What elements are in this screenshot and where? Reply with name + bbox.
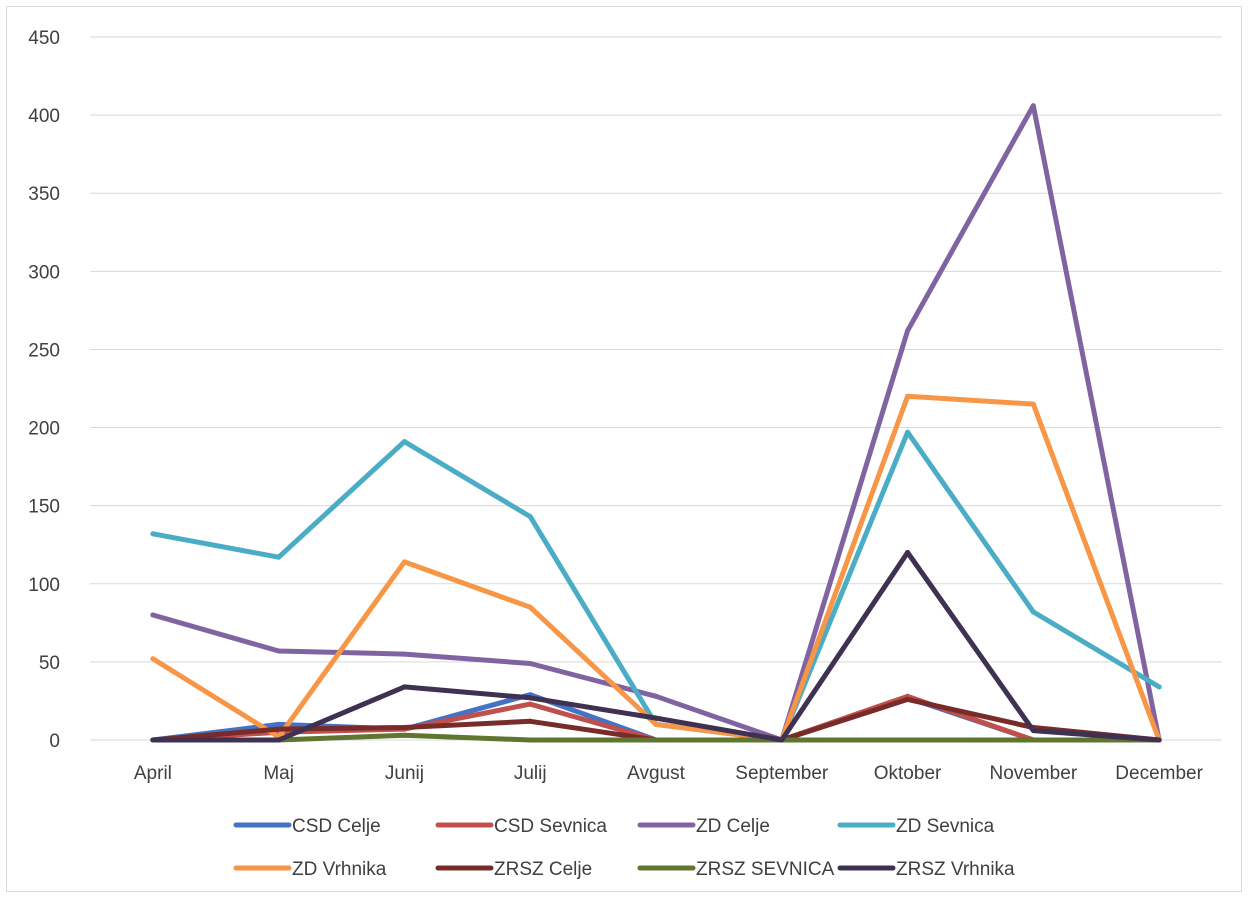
data-point [401,732,407,738]
data-point [276,554,282,560]
x-tick-label: Avgust [627,763,685,784]
legend-label: ZRSZ Celje [494,859,592,880]
y-axis-ticks: 0 50 100 150 200 250 300 350 400 450 [28,28,60,752]
data-point [653,737,659,743]
legend-item: ZD Sevnica [837,816,995,837]
legend-item: ZRSZ Celje [435,859,592,880]
y-tick-label: 50 [39,653,60,674]
data-point [653,721,659,727]
x-axis-ticks: April Maj Junij Julij Avgust September Oktober… [134,763,1204,784]
legend: CSD Celje CSD Sevnica ZD Celje ZD Sevnica ZD… [233,816,1015,880]
series-lines [150,103,1162,743]
data-point [276,726,282,732]
data-point [527,737,533,743]
legend-label: ZRSZ Vrhnika [896,859,1015,880]
legend-label: ZD Celje [696,816,770,837]
data-point [905,429,911,435]
legend-item: ZD Celje [637,816,770,837]
data-point [1030,103,1036,109]
data-point [1030,737,1036,743]
data-point [779,737,785,743]
data-point [905,696,911,702]
series-line [150,393,1162,743]
x-tick-label: November [990,763,1078,784]
data-point [401,651,407,657]
y-tick-label: 300 [28,262,60,283]
x-tick-label: April [134,763,172,784]
data-point [527,660,533,666]
series-line [150,103,1162,743]
y-tick-label: 0 [49,731,60,752]
data-point [527,604,533,610]
series-zrsz-vrhnika [150,550,1162,743]
data-point [401,439,407,445]
legend-item: ZRSZ SEVNICA [637,859,835,880]
legend-item: CSD Celje [233,816,381,837]
data-point [905,737,911,743]
data-point [276,648,282,654]
y-tick-label: 100 [28,575,60,596]
x-tick-label: December [1115,763,1203,784]
legend-label: ZRSZ SEVNICA [696,859,835,880]
legend-item: ZRSZ Vrhnika [837,859,1015,880]
data-point [905,328,911,334]
legend-item: ZD Vrhnika [233,859,387,880]
data-point [527,695,533,701]
legend-label: CSD Celje [292,816,381,837]
data-point [276,721,282,727]
x-tick-label: September [735,763,829,784]
data-point [1156,684,1162,690]
x-tick-label: Julij [514,763,547,784]
series-zd-vrhnika [150,393,1162,743]
data-point [653,693,659,699]
legend-item: CSD Sevnica [435,816,607,837]
legend-label: CSD Sevnica [494,816,607,837]
series-line [150,550,1162,743]
legend-label: ZD Vrhnika [292,859,387,880]
chart-frame [6,6,1242,892]
y-tick-label: 200 [28,419,60,440]
y-tick-label: 400 [28,106,60,127]
data-point [527,514,533,520]
y-tick-label: 250 [28,340,60,361]
data-point [1030,728,1036,734]
y-tick-label: 350 [28,184,60,205]
data-point [905,550,911,556]
data-point [1030,401,1036,407]
x-tick-label: Oktober [874,763,942,784]
y-tick-label: 450 [28,28,60,49]
legend-label: ZD Sevnica [896,816,995,837]
data-point [527,701,533,707]
data-point [150,656,156,662]
series-zd-celje [150,103,1162,743]
gridlines [90,36,1222,741]
data-point [150,531,156,537]
data-point [276,737,282,743]
data-point [1156,737,1162,743]
x-tick-label: Junij [385,763,424,784]
data-point [401,684,407,690]
data-point [653,715,659,721]
data-point [1030,609,1036,615]
data-point [150,737,156,743]
data-point [905,393,911,399]
data-point [401,725,407,731]
data-point [401,559,407,565]
data-point [527,718,533,724]
data-point [150,612,156,618]
y-tick-label: 150 [28,497,60,518]
x-tick-label: Maj [263,763,294,784]
